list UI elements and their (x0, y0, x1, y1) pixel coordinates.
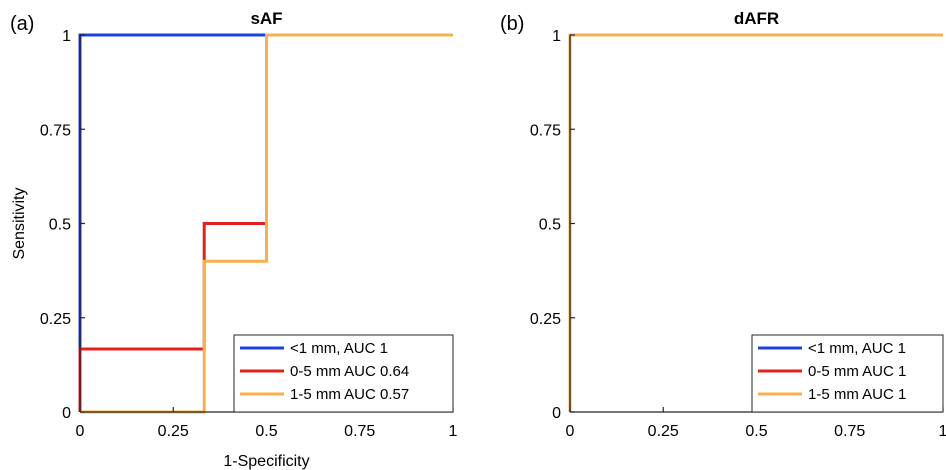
chart-panel-b: (b) dAFR 0 0.25 0.5 0.75 1 0 0.25 0.5 0.75 1 <1 mm, … (500, 9, 946, 440)
x-tick-label: 0.75 (834, 423, 865, 440)
chart-title: sAF (250, 9, 282, 28)
x-tick-label: 0.5 (745, 423, 767, 440)
x-tick-label: 0 (76, 423, 85, 440)
y-tick-label: 1 (62, 28, 71, 45)
x-tick-label: 1 (449, 423, 458, 440)
legend: <1 mm, AUC 1 0-5 mm AUC 0.64 1-5 mm AUC 0.… (233, 334, 454, 413)
y-tick-label: 0.5 (539, 217, 561, 234)
x-tick-label: 0.25 (158, 423, 189, 440)
y-tick-label: 0.5 (49, 217, 71, 234)
y-tick-label: 0.75 (530, 122, 561, 139)
legend: <1 mm, AUC 1 0-5 mm AUC 1 1-5 mm AUC 1 (751, 334, 944, 413)
y-tick-label: 1 (552, 28, 561, 45)
y-tick-label: 0.25 (40, 311, 71, 328)
legend-entry-label: 0-5 mm AUC 0.64 (290, 363, 409, 380)
chart-panel-a: (a) sAF 0 0.25 0.5 0.75 1 0 0.25 0.5 0.75 1 1-Specif… (10, 9, 458, 470)
legend-entry-label: 1-5 mm AUC 0.57 (290, 386, 409, 403)
x-tick-label: 1 (939, 423, 946, 440)
legend-entry-label: 0-5 mm AUC 1 (808, 363, 906, 380)
legend-entry-label: <1 mm, AUC 1 (808, 340, 906, 357)
y-tick-label: 0.75 (40, 122, 71, 139)
panel-label: (a) (10, 13, 34, 35)
x-tick-label: 0.5 (255, 423, 277, 440)
x-tick-label: 0.25 (648, 423, 679, 440)
panel-label: (b) (500, 13, 524, 35)
x-tick-label: 0.75 (344, 423, 375, 440)
chart-title: dAFR (734, 9, 779, 28)
x-tick-label: 0 (566, 423, 575, 440)
y-tick-label: 0 (552, 405, 561, 422)
y-tick-label: 0 (62, 405, 71, 422)
legend-entry-label: 1-5 mm AUC 1 (808, 386, 906, 403)
y-axis-label: Sensitivity (11, 187, 28, 259)
legend-entry-label: <1 mm, AUC 1 (290, 340, 388, 357)
x-axis-label: 1-Specificity (223, 453, 309, 470)
y-tick-label: 0.25 (530, 311, 561, 328)
